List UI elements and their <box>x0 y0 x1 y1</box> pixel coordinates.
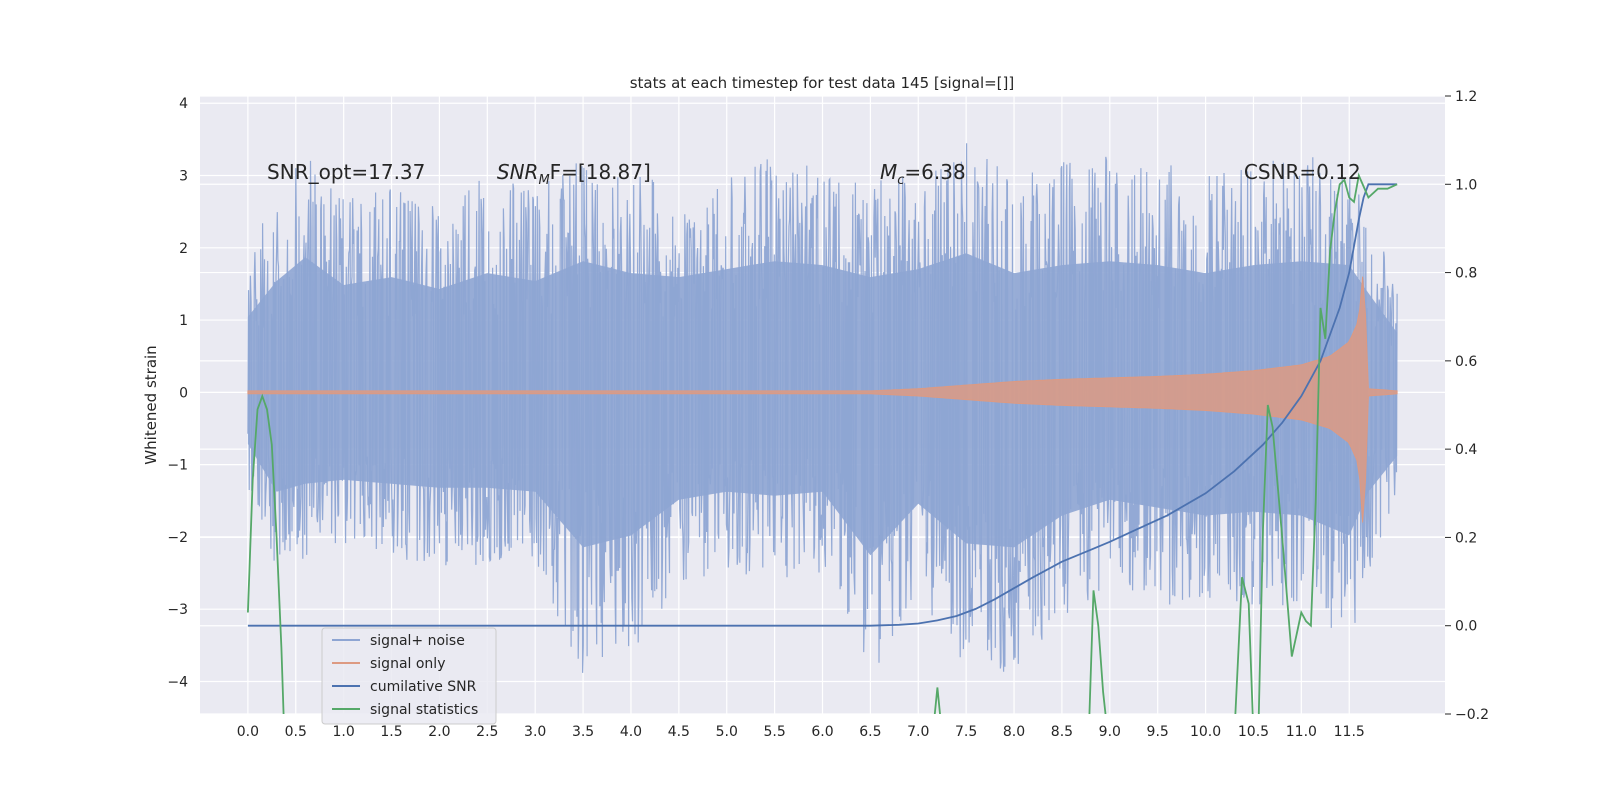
x-tick-label: 4.0 <box>620 724 642 740</box>
legend-label: signal+ noise <box>370 633 465 649</box>
signal-statistics-line <box>247 172 1398 714</box>
y-tick-label: 1 <box>179 313 188 329</box>
annotation: SNR_opt=17.37 <box>267 160 425 184</box>
x-tick-label: 3.0 <box>524 724 546 740</box>
legend-label: cumilative SNR <box>370 679 477 695</box>
y-tick-label: −2 <box>167 530 188 546</box>
x-tick-label: 4.5 <box>668 724 690 740</box>
signal-only-band <box>247 276 1398 523</box>
x-tick-label: 8.5 <box>1051 724 1073 740</box>
y-right-tick-label: 1.2 <box>1455 89 1477 105</box>
annotation: Mc=6.38 <box>880 160 966 188</box>
chart-title: stats at each timestep for test data 145… <box>630 74 1015 92</box>
x-tick-label: 7.0 <box>907 724 929 740</box>
x-tick-label: 11.5 <box>1334 724 1365 740</box>
x-tick-label: 11.0 <box>1286 724 1317 740</box>
x-tick-label: 10.0 <box>1190 724 1221 740</box>
y-axis-label: Whitened strain <box>142 345 160 464</box>
y-tick-label: 2 <box>179 241 188 257</box>
y-right-tick-label: 1.0 <box>1455 177 1477 193</box>
legend-box <box>321 627 497 725</box>
legend-label: signal only <box>370 656 445 672</box>
x-tick-label: 1.0 <box>333 724 355 740</box>
x-tick-label: 10.5 <box>1238 724 1269 740</box>
y-right-tick-label: 0.4 <box>1455 442 1477 458</box>
cumulative-snr-line <box>247 183 1398 627</box>
x-tick-label: 3.5 <box>572 724 594 740</box>
legend-label: signal statistics <box>370 702 478 718</box>
y-right-tick-label: 0.2 <box>1455 530 1477 546</box>
y-right-tick-label: −0.2 <box>1455 707 1489 723</box>
x-tick-label: 2.5 <box>476 724 498 740</box>
annotation: CSNR=0.12 <box>1244 160 1361 184</box>
x-tick-label: 6.5 <box>859 724 881 740</box>
x-tick-label: 1.5 <box>380 724 402 740</box>
y-right-tick-label: 0.8 <box>1455 266 1477 282</box>
annotations: SNR_opt=17.37 SNRMF=[18.87] Mc=6.38 CSNR=0.… <box>267 160 1361 188</box>
x-tick-label: 0.5 <box>285 724 307 740</box>
x-tick-label: 6.0 <box>811 724 833 740</box>
x-tick-label: 2.0 <box>428 724 450 740</box>
y-tick-label: 3 <box>179 169 188 185</box>
signal-noise-core <box>247 253 1398 556</box>
y-tick-label: −3 <box>167 602 188 618</box>
series-layer <box>247 143 1398 714</box>
x-tick-label: 7.5 <box>955 724 977 740</box>
y-right-tick-label: 0.0 <box>1455 619 1477 635</box>
axes: 0.0 0.5 1.0 1.5 2.0 2.5 3.0 3.5 4.0 4.5 5.0 5.5 6.0 6… <box>167 89 1489 740</box>
annotation: SNRMF=[18.87] <box>497 160 651 188</box>
x-tick-label: 5.0 <box>716 724 738 740</box>
y-tick-label: 0 <box>179 385 188 401</box>
x-tick-label: 9.5 <box>1147 724 1169 740</box>
y-tick-label: −4 <box>167 674 188 690</box>
x-tick-label: 9.0 <box>1099 724 1121 740</box>
x-tick-label: 0.0 <box>237 724 259 740</box>
y-tick-label: −1 <box>167 458 188 474</box>
x-tick-label: 8.0 <box>1003 724 1025 740</box>
y-tick-label: 4 <box>179 96 188 112</box>
y-right-tick-label: 0.6 <box>1455 354 1477 370</box>
x-tick-label: 5.5 <box>763 724 785 740</box>
legend: signal+ noise signal only cumilative SNR si… <box>321 627 497 725</box>
